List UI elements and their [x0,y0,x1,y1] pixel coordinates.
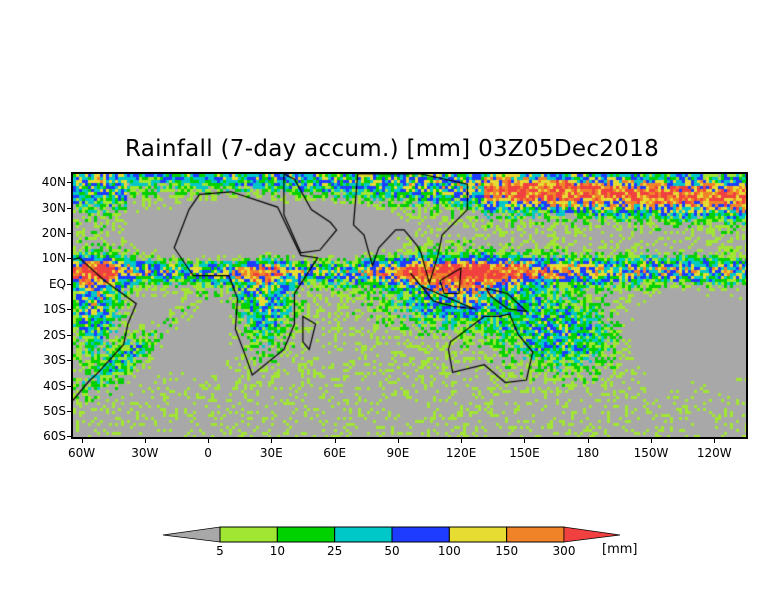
lon-label: 30E [259,446,283,460]
lon-label: 120W [696,446,732,460]
colorbar-bin [448,526,508,543]
lon-label: 30W [131,446,159,460]
lon-tick [81,439,83,443]
colorbar-level-label: 100 [437,544,461,558]
colorbar-level-label: 5 [216,544,224,558]
lat-tick [67,411,71,413]
lat-tick [67,233,71,235]
colorbar-bin [276,526,336,543]
lon-tick [650,439,652,443]
lat-label: 10S [43,302,66,317]
lat-tick [67,258,71,260]
lon-tick [397,439,399,443]
colorbar-over-triangle [563,526,621,543]
colorbar-level-label: 50 [384,544,400,558]
colorbar-bin [334,526,393,543]
lon-label: 60W [67,446,96,460]
lon-label: 60E [323,446,347,460]
lat-label: 10N [41,251,66,266]
lat-label: 50S [43,404,66,419]
lat-label: 60S [43,429,66,444]
rainfall-field [73,174,746,437]
lon-label: 150W [633,446,669,460]
lon-tick [524,439,526,443]
lat-label: 40S [43,378,66,393]
colorbar-under-triangle [162,526,221,543]
colorbar-bin [506,526,565,543]
colorbar-bin [219,526,278,543]
lon-tick [587,439,589,443]
lon-tick [208,439,210,443]
lat-label: 30S [43,353,66,368]
lat-tick [67,283,71,285]
colorbar-level-label: 150 [495,544,519,558]
lon-tick [714,439,716,443]
colorbar-bin [391,526,450,543]
lon-label: 0 [204,446,212,460]
lat-tick [67,436,71,438]
lon-label: 120E [445,446,477,460]
rainfall-map [71,172,748,439]
lat-tick [67,207,71,209]
lat-label: 20S [43,327,66,342]
colorbar-level-label: 25 [327,544,343,558]
lat-tick [67,360,71,362]
colorbar-level-label: 300 [552,544,576,558]
lat-tick [67,309,71,311]
lat-label: 40N [41,175,66,190]
lon-tick [334,439,336,443]
lat-label: 30N [41,200,66,215]
map-title: Rainfall (7-day accum.) [mm] 03Z05Dec201… [125,136,659,162]
lon-label: 90E [386,446,410,460]
lat-tick [67,334,71,336]
lon-tick [144,439,146,443]
colorbar-unit: [mm] [602,542,638,557]
lat-label: EQ [48,276,66,291]
lat-label: 20N [41,226,66,241]
lon-label: 150E [509,446,540,460]
colorbar-level-label: 10 [269,544,285,558]
lon-label: 180 [576,446,600,460]
lat-tick [67,385,71,387]
lat-tick [67,182,71,184]
lon-tick [271,439,273,443]
lon-tick [461,439,463,443]
